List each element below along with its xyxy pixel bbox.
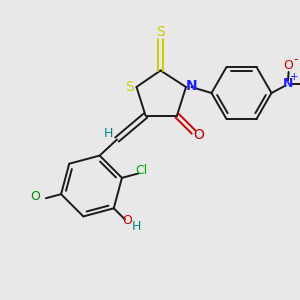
Text: O: O bbox=[122, 214, 132, 227]
Text: Cl: Cl bbox=[136, 164, 148, 178]
Text: +: + bbox=[290, 72, 299, 82]
Text: H: H bbox=[132, 220, 141, 233]
Text: N: N bbox=[186, 79, 198, 92]
Text: O: O bbox=[284, 59, 293, 72]
Text: N: N bbox=[283, 77, 293, 90]
Text: O: O bbox=[30, 190, 40, 203]
Text: S: S bbox=[125, 80, 134, 94]
Text: S: S bbox=[156, 26, 165, 39]
Text: H: H bbox=[104, 127, 113, 140]
Text: -: - bbox=[293, 53, 298, 67]
Text: O: O bbox=[194, 128, 204, 142]
